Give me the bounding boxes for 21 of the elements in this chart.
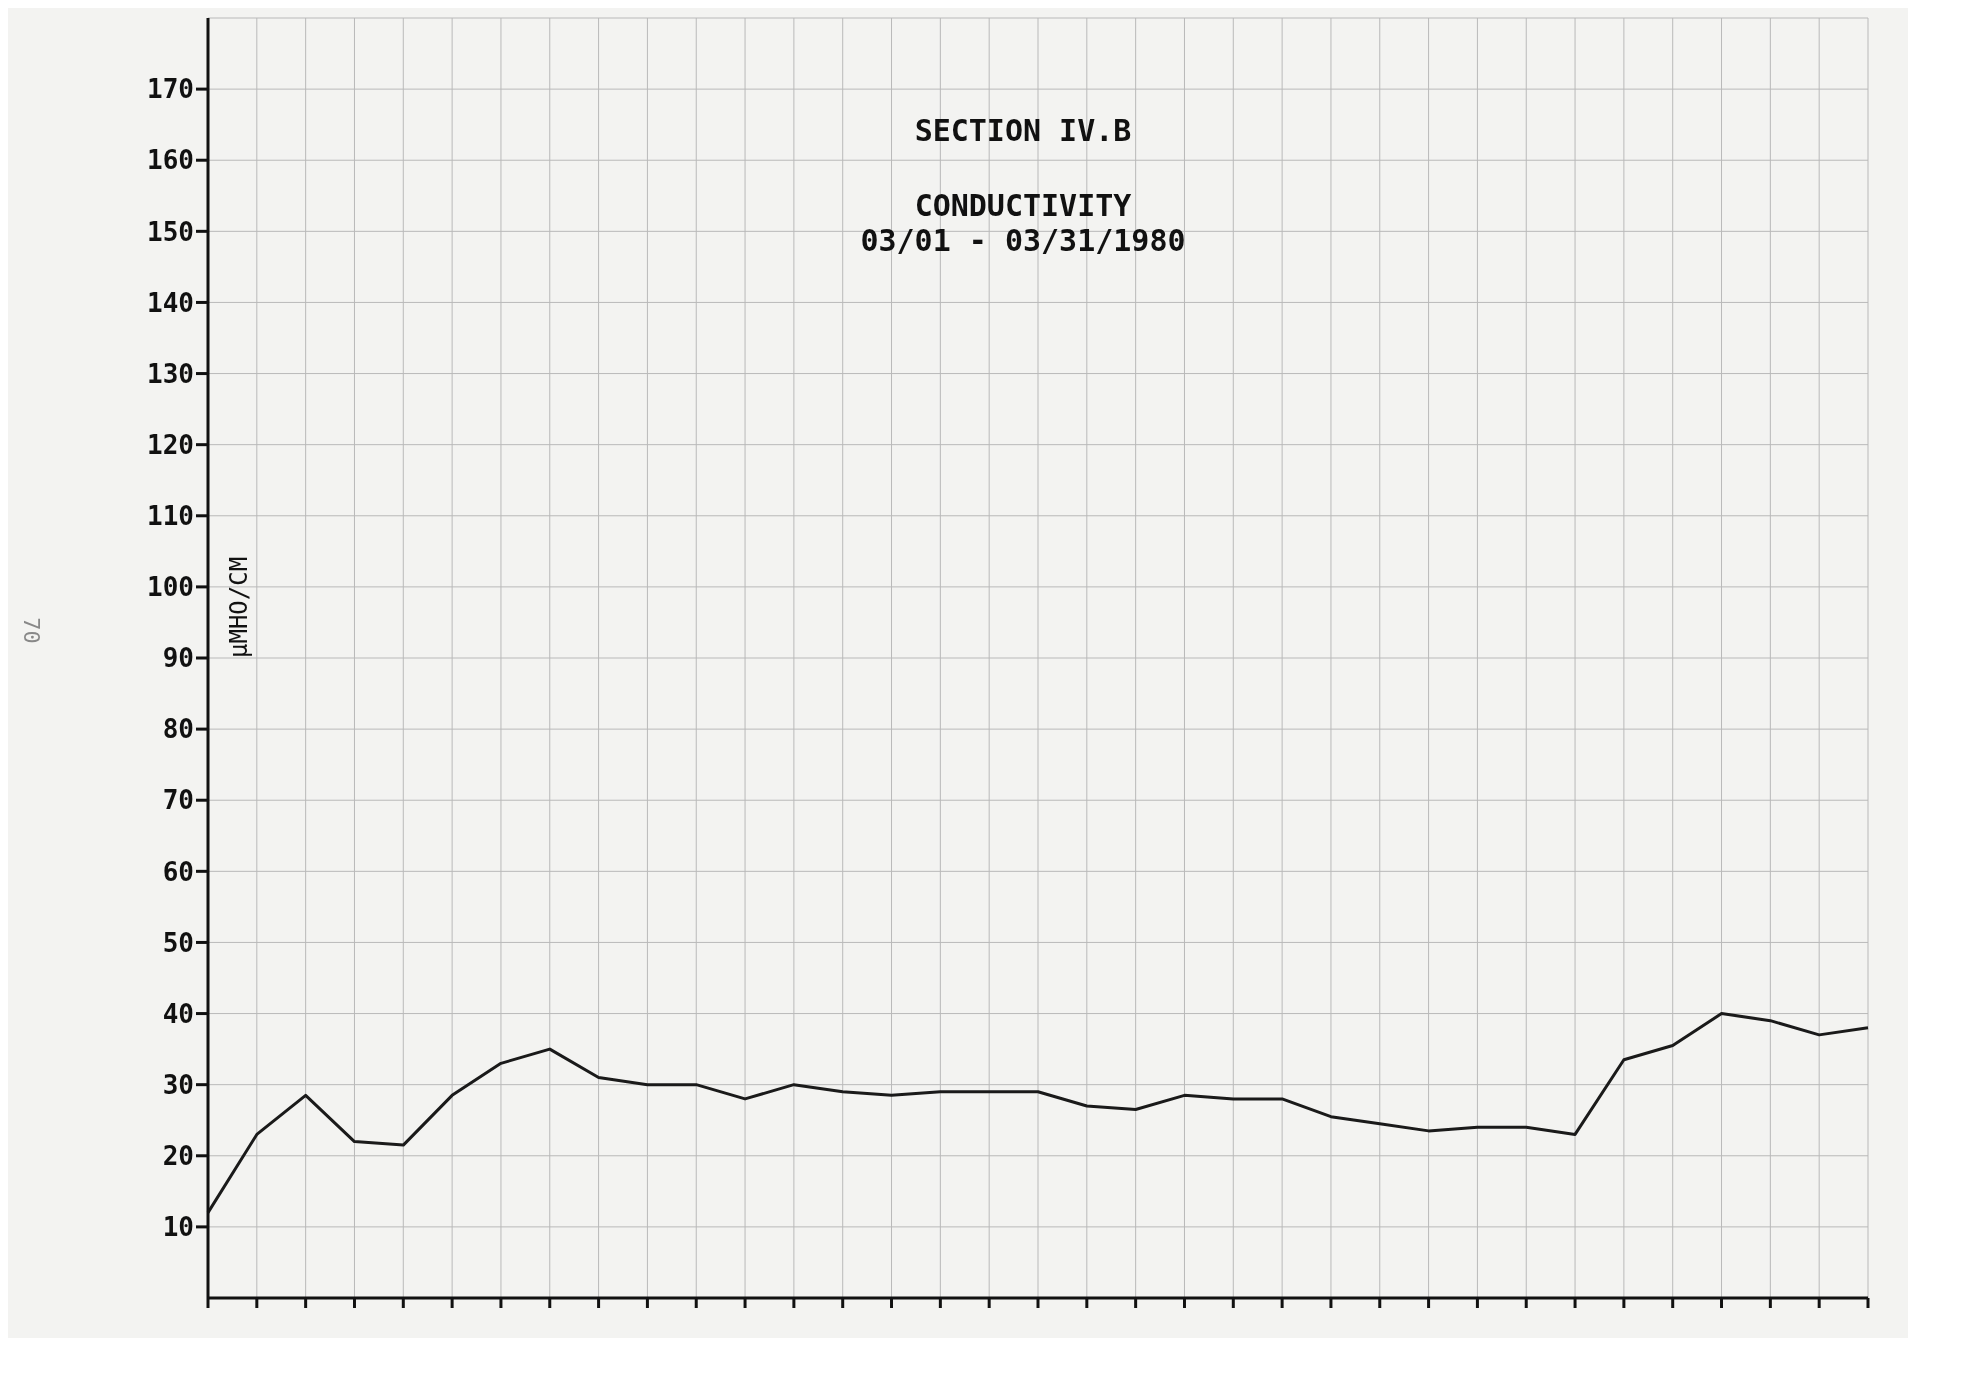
y-tick-label: 10 xyxy=(162,1212,194,1243)
y-tick-label: 120 xyxy=(147,429,194,460)
y-tick-label: 150 xyxy=(147,216,194,247)
y-axis-title: µMHO/CM xyxy=(224,556,253,658)
text: CONDUCTIVITY 03/01 - 03/31/1980 xyxy=(860,188,1186,258)
y-tick-label: 50 xyxy=(162,927,194,958)
y-tick-label: 70 xyxy=(162,785,194,816)
y-tick-label: 20 xyxy=(162,1141,194,1172)
y-tick-label: 140 xyxy=(147,287,194,318)
y-tick-label: 130 xyxy=(147,358,194,389)
y-tick-label: 90 xyxy=(162,643,194,674)
y-tick-label: 170 xyxy=(147,74,194,105)
y-tick-label: 100 xyxy=(147,572,194,603)
y-tick-label: 160 xyxy=(147,145,194,176)
y-tick-label: 40 xyxy=(162,998,194,1029)
y-tick-label: 60 xyxy=(162,856,194,887)
text: 70 xyxy=(18,617,44,644)
y-tick-label: 110 xyxy=(147,501,194,532)
y-tick-label: 30 xyxy=(162,1069,194,1100)
text: SECTION IV.B xyxy=(914,113,1132,148)
y-tick-label: 80 xyxy=(162,714,194,745)
